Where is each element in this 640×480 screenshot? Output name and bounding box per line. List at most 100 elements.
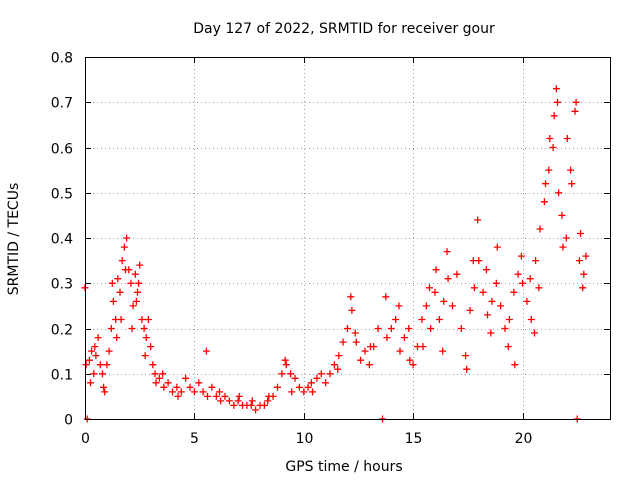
data-point bbox=[510, 288, 518, 296]
data-point bbox=[400, 334, 408, 342]
data-point bbox=[160, 383, 168, 391]
data-point bbox=[88, 347, 96, 355]
data-point bbox=[488, 297, 496, 305]
data-point bbox=[91, 343, 99, 351]
data-point bbox=[195, 379, 203, 387]
chart-title: Day 127 of 2022, SRMTID for receiver gou… bbox=[193, 21, 495, 37]
data-point bbox=[208, 383, 216, 391]
data-point bbox=[127, 279, 135, 287]
data-point bbox=[559, 243, 567, 251]
data-point bbox=[339, 338, 347, 346]
data-point bbox=[347, 293, 355, 301]
y-tick-labels: 0 0.1 0.2 0.3 0.4 0.5 0.6 0.7 0.8 bbox=[51, 51, 73, 429]
data-point bbox=[335, 352, 343, 360]
data-point bbox=[439, 347, 447, 355]
y-tick-label: 0.4 bbox=[51, 232, 73, 248]
data-point bbox=[300, 388, 308, 396]
data-point bbox=[85, 356, 93, 364]
data-point bbox=[212, 392, 220, 400]
data-point bbox=[186, 383, 194, 391]
x-tick-label: 5 bbox=[190, 431, 199, 447]
data-point bbox=[435, 316, 443, 323]
data-point bbox=[470, 284, 478, 292]
data-point bbox=[374, 325, 382, 332]
data-point bbox=[511, 361, 519, 369]
data-point bbox=[132, 297, 140, 305]
data-point bbox=[288, 388, 296, 396]
y-tick-label: 0.2 bbox=[51, 323, 73, 339]
data-point bbox=[117, 316, 125, 323]
data-point bbox=[142, 334, 150, 342]
data-point bbox=[563, 135, 571, 142]
data-point bbox=[264, 397, 272, 405]
data-point bbox=[278, 370, 286, 378]
data-point bbox=[532, 257, 540, 265]
x-tick-label: 0 bbox=[81, 431, 90, 447]
data-point bbox=[235, 392, 243, 400]
data-point bbox=[202, 347, 210, 355]
data-point bbox=[113, 334, 121, 342]
data-point bbox=[234, 397, 242, 405]
data-point bbox=[484, 311, 491, 319]
data-point bbox=[140, 325, 148, 332]
data-point bbox=[545, 166, 553, 174]
data-point bbox=[357, 356, 365, 364]
data-point bbox=[523, 297, 531, 305]
data-point bbox=[582, 252, 590, 260]
data-point bbox=[155, 374, 163, 382]
data-point bbox=[334, 365, 342, 373]
data-point bbox=[221, 392, 229, 400]
data-point bbox=[99, 370, 106, 378]
data-point bbox=[383, 334, 391, 342]
data-point bbox=[260, 401, 268, 409]
data-point bbox=[151, 370, 159, 378]
data-point bbox=[304, 383, 312, 391]
data-point bbox=[144, 316, 152, 323]
data-point bbox=[505, 316, 513, 323]
y-tick-label: 0.8 bbox=[51, 51, 73, 67]
y-axis-title: SRMTID / TECUs bbox=[6, 183, 22, 296]
x-tick-label: 20 bbox=[515, 431, 533, 447]
data-point bbox=[134, 288, 141, 296]
data-point bbox=[282, 361, 290, 369]
data-point bbox=[444, 275, 452, 283]
data-point bbox=[555, 189, 563, 197]
data-point bbox=[190, 388, 198, 396]
data-point bbox=[107, 325, 115, 332]
data-point bbox=[535, 284, 543, 292]
data-point bbox=[568, 180, 576, 188]
data-point bbox=[307, 379, 315, 387]
data-point bbox=[248, 397, 256, 405]
data-point bbox=[164, 379, 172, 387]
data-point bbox=[419, 343, 427, 351]
data-point bbox=[396, 347, 404, 355]
x-tick-labels: 0 5 10 15 20 bbox=[81, 431, 532, 447]
grid bbox=[85, 57, 610, 419]
data-point bbox=[177, 388, 185, 396]
data-point bbox=[392, 316, 400, 323]
data-point bbox=[330, 361, 338, 369]
data-point bbox=[519, 279, 526, 287]
y-tick-label: 0.7 bbox=[51, 96, 73, 112]
data-point bbox=[152, 379, 160, 387]
data-point bbox=[406, 356, 414, 364]
data-point bbox=[252, 406, 260, 414]
data-point bbox=[463, 365, 471, 373]
data-point bbox=[123, 234, 131, 242]
data-point bbox=[497, 302, 505, 310]
y-tick-label: 0.5 bbox=[51, 187, 73, 203]
data-point bbox=[92, 352, 100, 360]
data-point bbox=[540, 198, 548, 206]
data-point bbox=[309, 388, 316, 396]
data-point bbox=[517, 252, 525, 260]
data-point bbox=[128, 325, 136, 332]
data-point bbox=[138, 316, 146, 323]
data-point bbox=[199, 388, 207, 396]
data-points bbox=[81, 85, 590, 423]
data-point bbox=[114, 275, 122, 283]
data-point bbox=[135, 279, 143, 287]
data-point bbox=[493, 243, 501, 251]
data-point bbox=[579, 284, 587, 292]
data-point bbox=[562, 234, 570, 242]
data-point bbox=[147, 343, 155, 351]
